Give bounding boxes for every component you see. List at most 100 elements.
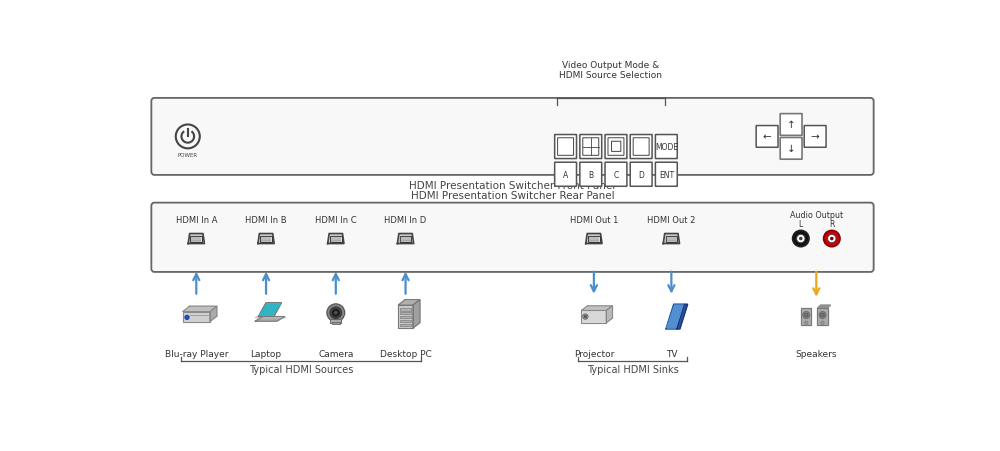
Text: Laptop: Laptop	[250, 349, 282, 358]
Polygon shape	[663, 234, 680, 244]
Polygon shape	[255, 317, 285, 322]
Text: L: L	[799, 219, 803, 228]
Bar	[400, 308, 411, 311]
Polygon shape	[667, 305, 684, 328]
Text: HDMI In D: HDMI In D	[384, 216, 427, 225]
Text: MODE: MODE	[655, 143, 678, 152]
Circle shape	[821, 313, 824, 317]
Circle shape	[793, 231, 809, 247]
Text: HDMI In C: HDMI In C	[315, 216, 357, 225]
Polygon shape	[413, 300, 420, 328]
Polygon shape	[258, 234, 274, 244]
Text: Audio Output: Audio Output	[790, 211, 843, 220]
Circle shape	[185, 316, 189, 320]
Circle shape	[330, 307, 342, 319]
Text: R: R	[829, 219, 834, 228]
FancyBboxPatch shape	[583, 138, 599, 156]
Text: →: →	[811, 132, 820, 142]
FancyBboxPatch shape	[555, 163, 577, 187]
FancyBboxPatch shape	[655, 135, 677, 159]
Circle shape	[332, 309, 339, 317]
Text: ↑: ↑	[787, 120, 795, 130]
Polygon shape	[606, 306, 612, 323]
Bar	[330, 236, 342, 243]
Polygon shape	[183, 307, 217, 312]
Polygon shape	[398, 300, 420, 305]
Circle shape	[327, 304, 345, 322]
FancyBboxPatch shape	[580, 135, 602, 159]
Polygon shape	[817, 308, 828, 325]
Circle shape	[805, 315, 807, 316]
Bar	[400, 324, 411, 326]
FancyBboxPatch shape	[555, 135, 577, 159]
Circle shape	[797, 235, 805, 243]
Text: Blu-ray Player: Blu-ray Player	[165, 349, 228, 358]
Bar	[398, 305, 413, 328]
Polygon shape	[677, 304, 688, 329]
Bar	[666, 236, 677, 243]
Polygon shape	[210, 307, 217, 322]
Text: ENT: ENT	[659, 170, 674, 179]
Bar	[400, 236, 411, 243]
Bar	[190, 236, 202, 243]
Text: Video Output Mode &
HDMI Source Selection: Video Output Mode & HDMI Source Selectio…	[559, 61, 662, 80]
Text: HDMI In B: HDMI In B	[245, 216, 287, 225]
FancyBboxPatch shape	[630, 135, 652, 159]
Bar	[400, 320, 411, 322]
Polygon shape	[586, 234, 602, 244]
Polygon shape	[188, 234, 204, 244]
Bar	[400, 313, 411, 315]
Text: HDMI Presentation Switcher Front Panel: HDMI Presentation Switcher Front Panel	[409, 180, 616, 190]
Text: HDMI Out 2: HDMI Out 2	[647, 216, 696, 225]
Polygon shape	[397, 234, 414, 244]
Bar	[332, 322, 340, 325]
Circle shape	[828, 235, 836, 243]
Polygon shape	[581, 306, 612, 311]
Circle shape	[830, 237, 834, 241]
Bar	[801, 308, 811, 325]
Bar	[400, 316, 411, 318]
Text: D: D	[638, 170, 644, 179]
FancyBboxPatch shape	[612, 142, 621, 152]
Polygon shape	[801, 308, 811, 325]
Text: Typical HDMI Sources: Typical HDMI Sources	[249, 364, 353, 374]
Bar	[330, 319, 341, 323]
Text: HDMI Out 1: HDMI Out 1	[570, 216, 618, 225]
FancyBboxPatch shape	[151, 203, 874, 272]
Text: TV: TV	[666, 349, 677, 358]
Circle shape	[805, 321, 808, 325]
Bar	[817, 308, 828, 325]
FancyBboxPatch shape	[804, 126, 826, 148]
Circle shape	[799, 237, 803, 241]
Polygon shape	[328, 234, 344, 244]
Text: Projector: Projector	[574, 349, 614, 358]
Bar	[581, 311, 606, 323]
Circle shape	[804, 313, 808, 317]
Circle shape	[822, 315, 823, 316]
FancyBboxPatch shape	[151, 99, 874, 175]
FancyBboxPatch shape	[605, 163, 627, 187]
Text: ↓: ↓	[787, 144, 795, 154]
Polygon shape	[817, 305, 831, 308]
Text: Speakers: Speakers	[796, 349, 837, 358]
FancyBboxPatch shape	[633, 138, 649, 156]
FancyBboxPatch shape	[608, 138, 624, 156]
FancyBboxPatch shape	[580, 163, 602, 187]
FancyBboxPatch shape	[630, 163, 652, 187]
Text: Desktop PC: Desktop PC	[380, 349, 431, 358]
Circle shape	[583, 314, 588, 320]
Bar	[183, 312, 210, 322]
FancyBboxPatch shape	[558, 138, 574, 156]
Polygon shape	[581, 311, 606, 323]
FancyBboxPatch shape	[780, 138, 802, 160]
Text: HDMI In A: HDMI In A	[176, 216, 217, 225]
Text: C: C	[613, 170, 619, 179]
Text: Typical HDMI Sinks: Typical HDMI Sinks	[587, 364, 678, 374]
Circle shape	[824, 231, 840, 247]
Polygon shape	[666, 304, 685, 329]
Circle shape	[334, 312, 337, 315]
FancyBboxPatch shape	[605, 135, 627, 159]
Circle shape	[819, 312, 826, 319]
Circle shape	[584, 316, 587, 318]
Text: Camera: Camera	[318, 349, 353, 358]
